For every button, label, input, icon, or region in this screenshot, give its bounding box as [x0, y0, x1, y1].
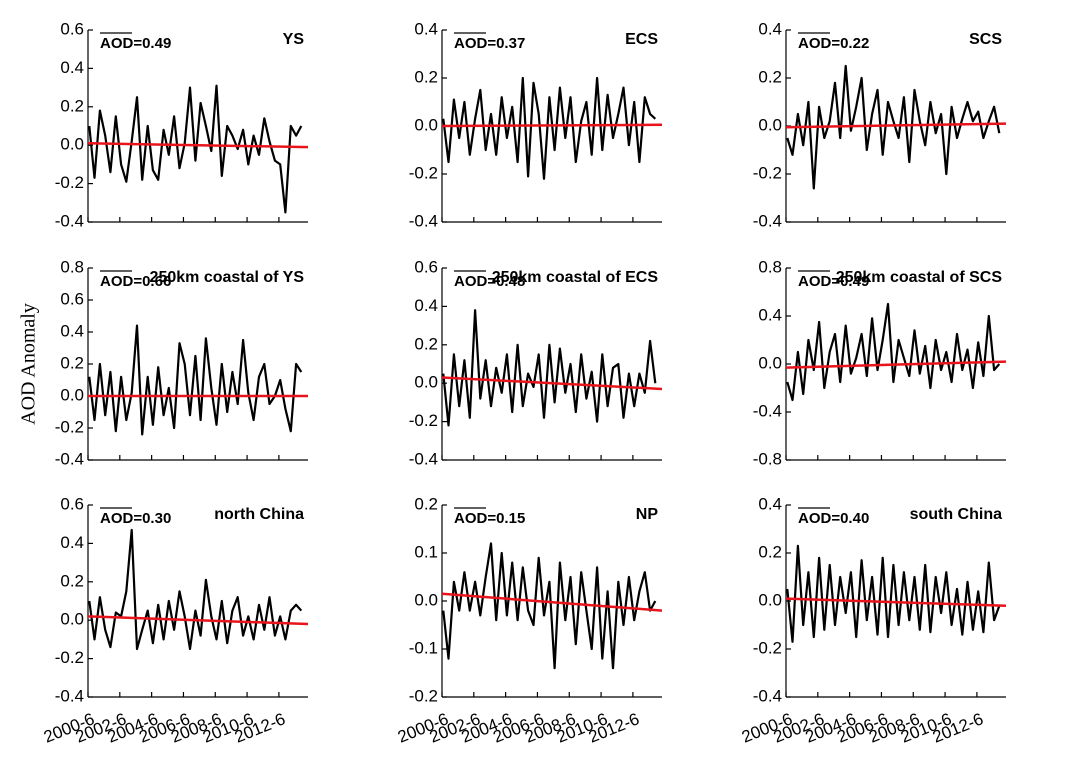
trend-line — [785, 360, 1007, 369]
y-tick-label: 0.2 — [414, 494, 438, 513]
y-tick-label: -0.2 — [753, 638, 782, 657]
y-tick-label: 0.4 — [758, 19, 782, 38]
panel-title: 250km coastal of YS — [150, 269, 305, 286]
mean-aod: AOD=0.48 — [454, 273, 525, 290]
data-line — [442, 309, 657, 427]
panel-title: 250km coastal of ECS — [492, 269, 659, 286]
data-line — [88, 324, 303, 436]
y-tick-label: 0.0 — [758, 115, 782, 134]
y-tick-label: -0.2 — [409, 411, 438, 430]
y-tick-label: -0.4 — [753, 686, 782, 705]
trend-line — [87, 615, 309, 626]
mean-aod: AOD=0.22 — [798, 35, 869, 52]
trend-line — [785, 597, 1007, 608]
y-tick-label: -0.2 — [55, 173, 84, 192]
y-tick-label: -0.4 — [409, 211, 438, 230]
mean-aod: AOD=0.40 — [798, 510, 869, 527]
y-tick-label: 0.1 — [414, 542, 438, 561]
y-tick-label: 0.2 — [414, 67, 438, 86]
y-tick-label: 0.6 — [414, 257, 438, 276]
y-tick-label: 0.0 — [414, 373, 438, 392]
y-tick-label: 0.8 — [60, 257, 84, 276]
y-tick-label: -0.8 — [753, 449, 782, 468]
panel-title: SCS — [969, 31, 1002, 48]
y-tick-label: -0.2 — [55, 417, 84, 436]
trend-line — [441, 123, 663, 128]
y-tick-label: -0.2 — [409, 686, 438, 705]
trend-line — [441, 592, 663, 612]
y-tick-label: -0.4 — [55, 686, 84, 705]
y-tick-label: 0.4 — [414, 19, 438, 38]
y-tick-label: 0.2 — [758, 67, 782, 86]
y-tick-label: -0.4 — [409, 449, 438, 468]
y-tick-label: 0.4 — [758, 305, 782, 324]
trend-line — [441, 376, 663, 391]
y-tick-label: 0.4 — [60, 533, 84, 552]
y-tick-label: 0.4 — [414, 296, 438, 315]
y-tick-label: -0.4 — [55, 211, 84, 230]
y-tick-label: 0.0 — [60, 385, 84, 404]
mean-aod: AOD=0.30 — [100, 510, 171, 527]
y-tick-label: -0.1 — [409, 638, 438, 657]
y-tick-label: 0.6 — [60, 289, 84, 308]
mean-aod: AOD=0.15 — [454, 510, 525, 527]
y-tick-label: 0.0 — [414, 590, 438, 609]
y-tick-label: 0.4 — [758, 494, 782, 513]
y-tick-label: 0.2 — [60, 353, 84, 372]
mean-aod: AOD=0.49 — [100, 35, 171, 52]
mean-aod: AOD=0.37 — [454, 35, 525, 52]
y-tick-label: 0.0 — [758, 353, 782, 372]
data-line — [786, 302, 1001, 402]
data-line — [442, 542, 657, 670]
y-axis-label: AOD Anomaly — [18, 303, 40, 425]
y-tick-label: 0.4 — [60, 58, 84, 77]
y-tick-label: 0.0 — [60, 610, 84, 629]
y-tick-label: -0.4 — [753, 401, 782, 420]
y-tick-label: 0.2 — [60, 571, 84, 590]
y-tick-label: -0.2 — [753, 163, 782, 182]
trend-line — [785, 122, 1007, 129]
y-tick-label: -0.4 — [753, 211, 782, 230]
data-line — [88, 84, 303, 214]
y-tick-label: -0.4 — [55, 449, 84, 468]
y-tick-label: 0.2 — [414, 334, 438, 353]
y-tick-label: 0.8 — [758, 257, 782, 276]
y-tick-label: 0.2 — [60, 96, 84, 115]
y-tick-label: 0.0 — [60, 135, 84, 154]
y-tick-label: 0.2 — [758, 542, 782, 561]
y-tick-label: 0.0 — [414, 115, 438, 134]
trend-line — [87, 142, 309, 149]
y-tick-label: -0.2 — [55, 648, 84, 667]
data-line — [786, 544, 1001, 643]
panel-title: 250km coastal of SCS — [836, 269, 1003, 286]
data-line — [88, 528, 303, 651]
y-tick-label: 0.6 — [60, 494, 84, 513]
y-tick-label: -0.2 — [409, 163, 438, 182]
panel-title: NP — [636, 506, 659, 523]
mean-aod: AOD=0.66 — [100, 273, 171, 290]
panel-title: ECS — [625, 31, 658, 48]
panel-title: north China — [214, 506, 304, 523]
panel-title: YS — [283, 31, 305, 48]
y-tick-label: 0.4 — [60, 321, 84, 340]
data-line — [442, 76, 657, 180]
y-tick-label: 0.0 — [758, 590, 782, 609]
mean-aod: AOD=0.49 — [798, 273, 869, 290]
y-tick-label: 0.6 — [60, 19, 84, 38]
panel-title: south China — [910, 506, 1003, 523]
